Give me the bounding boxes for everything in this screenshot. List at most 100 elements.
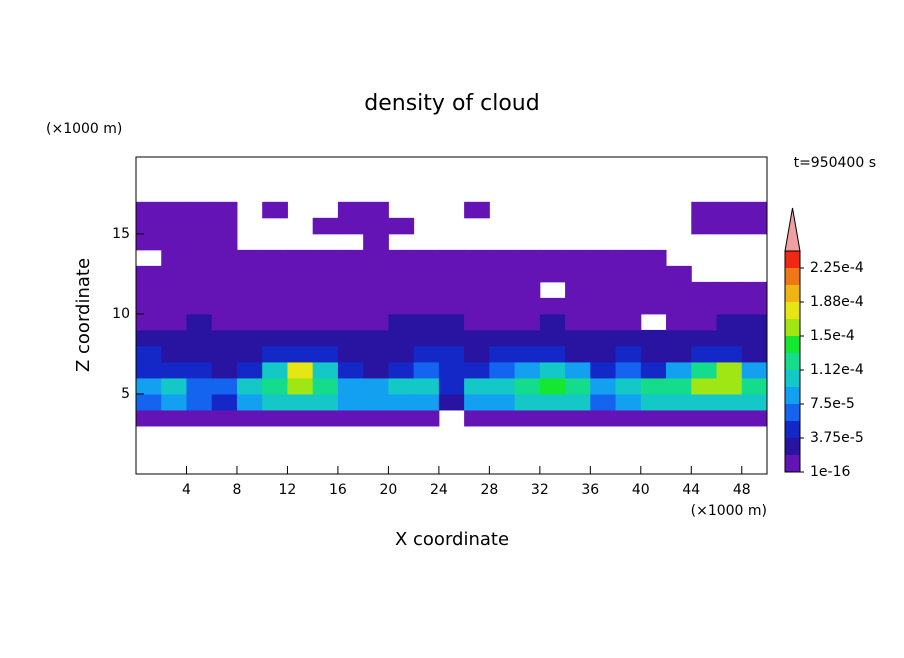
contour-cell: [741, 393, 768, 411]
contour-cell: [337, 201, 364, 219]
contour-cell: [236, 281, 263, 299]
contour-cell: [262, 345, 288, 363]
contour-cell: [312, 393, 339, 411]
contour-cell: [590, 409, 617, 427]
contour-cell: [666, 265, 692, 283]
contour-cell: [211, 281, 238, 299]
colorbar-band: [785, 268, 800, 285]
contour-cell: [539, 329, 566, 347]
contour-cell: [287, 361, 314, 379]
contour-cell: [514, 313, 541, 331]
contour-cell: [666, 393, 692, 411]
contour-cell: [741, 329, 768, 347]
contour-cell: [287, 377, 314, 395]
contour-cell: [514, 377, 541, 395]
contour-cell: [136, 409, 162, 427]
contour-cell: [186, 313, 213, 331]
x-tick-label: 44: [682, 482, 700, 498]
contour-cell: [615, 329, 642, 347]
contour-cell: [691, 345, 718, 363]
contour-cell: [590, 329, 617, 347]
contour-cell: [691, 329, 718, 347]
contour-cell: [287, 313, 314, 331]
contour-cell: [438, 361, 465, 379]
contour-cell: [590, 393, 617, 411]
contour-cell: [388, 313, 415, 331]
contour-cell: [438, 345, 465, 363]
contour-cell: [640, 329, 667, 347]
contour-cell: [337, 217, 364, 235]
contour-cell: [565, 377, 591, 395]
contour-cell: [363, 361, 389, 379]
contour-cell: [186, 297, 213, 315]
contour-cell: [161, 393, 187, 411]
contour-cell: [615, 361, 642, 379]
contour-cell: [136, 361, 162, 379]
contour-cell: [287, 249, 314, 267]
contour-cell: [438, 313, 465, 331]
contour-cell: [741, 201, 768, 219]
contour-cell: [716, 393, 743, 411]
y-tick-label: 10: [112, 306, 130, 322]
contour-cell: [615, 377, 642, 395]
contour-cell: [136, 345, 162, 363]
contour-cell: [464, 281, 490, 299]
contour-cell: [464, 313, 490, 331]
contour-cell: [666, 281, 692, 299]
contour-cell: [464, 329, 490, 347]
contour-cell: [388, 249, 415, 267]
contour-cell: [539, 393, 566, 411]
contour-cell: [514, 393, 541, 411]
contour-cell: [161, 201, 187, 219]
contour-cell: [489, 313, 516, 331]
x-tick-label: 16: [329, 482, 347, 498]
contour-cell: [363, 393, 389, 411]
colorbar-tick-label: 7.5e-5: [810, 396, 855, 412]
contour-cell: [363, 345, 389, 363]
contour-cell: [236, 409, 263, 427]
chart-title: density of cloud: [364, 91, 539, 116]
contour-cell: [337, 281, 364, 299]
contour-cell: [590, 361, 617, 379]
contour-cell: [236, 361, 263, 379]
contour-cell: [741, 409, 768, 427]
contour-cell: [287, 329, 314, 347]
contour-cell: [363, 233, 389, 251]
contour-cell: [565, 265, 591, 283]
contour-cell: [413, 409, 440, 427]
y-axis-label: Z coordinate: [73, 258, 94, 372]
colorbar-band: [785, 421, 800, 438]
contour-cell: [161, 377, 187, 395]
contour-cell: [312, 297, 339, 315]
contour-cell: [312, 345, 339, 363]
y-tick-label: 15: [112, 226, 130, 242]
contour-cell: [691, 201, 718, 219]
colorbar-tick-label: 2.25e-4: [810, 260, 864, 276]
contour-cell: [413, 393, 440, 411]
x-tick-label: 36: [581, 482, 599, 498]
contour-cell: [666, 345, 692, 363]
contour-cell: [186, 201, 213, 219]
contour-cell: [363, 297, 389, 315]
contour-cell: [590, 377, 617, 395]
contour-cell: [413, 265, 440, 283]
x-tick-label: 40: [632, 482, 650, 498]
contour-cell: [388, 217, 415, 235]
contour-cell: [136, 393, 162, 411]
contour-cell: [489, 329, 516, 347]
contour-cell: [186, 281, 213, 299]
contour-cell: [615, 313, 642, 331]
contour-cell: [741, 361, 768, 379]
contour-cell: [539, 265, 566, 283]
contour-cell: [640, 345, 667, 363]
contour-cell: [186, 409, 213, 427]
contour-cell: [287, 345, 314, 363]
contour-cell: [514, 265, 541, 283]
contour-cell: [666, 361, 692, 379]
contour-cell: [388, 345, 415, 363]
contour-cell: [186, 217, 213, 235]
contour-cell: [438, 249, 465, 267]
contour-cell: [716, 217, 743, 235]
contour-cell: [363, 281, 389, 299]
contour-cell: [640, 377, 667, 395]
